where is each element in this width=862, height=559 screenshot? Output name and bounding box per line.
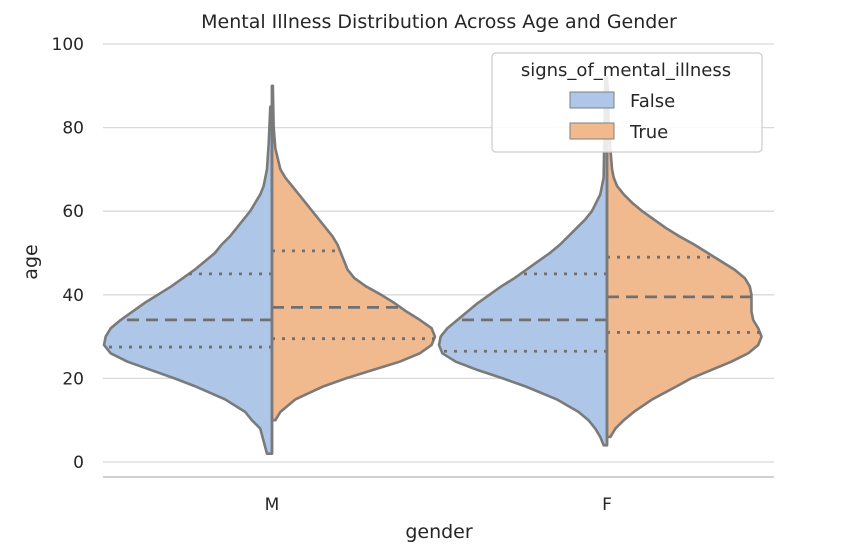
y-tick-label: 80: [62, 119, 84, 139]
y-tick-label: 0: [73, 453, 84, 473]
violin-true-f: [605, 84, 763, 439]
y-axis-label: age: [20, 244, 42, 279]
y-tick-label: 100: [52, 35, 84, 55]
legend-swatch-true: [569, 122, 615, 140]
legend-title: signs_of_mental_illness: [521, 60, 731, 81]
x-tick-label: M: [265, 495, 280, 515]
quartile-lines: [105, 249, 760, 353]
legend-label-true: True: [629, 122, 668, 143]
legend: signs_of_mental_illness False True: [491, 52, 763, 153]
legend-label-false: False: [630, 91, 675, 112]
violin-false-f: [437, 76, 609, 447]
x-tick-label: F: [602, 495, 612, 515]
y-tick-label: 40: [62, 286, 84, 306]
y-tick-labels: 0 20 40 60 80 100: [52, 35, 84, 473]
y-tick-label: 20: [62, 369, 84, 389]
x-axis-label: gender: [405, 521, 473, 543]
violin-false-m: [102, 105, 274, 455]
legend-frame: [491, 52, 763, 153]
legend-swatch-false: [569, 91, 615, 109]
violin-true-m: [270, 84, 437, 422]
chart-title: Mental Illness Distribution Across Age a…: [201, 11, 677, 33]
y-tick-label: 60: [62, 202, 84, 222]
violins: [102, 76, 763, 455]
